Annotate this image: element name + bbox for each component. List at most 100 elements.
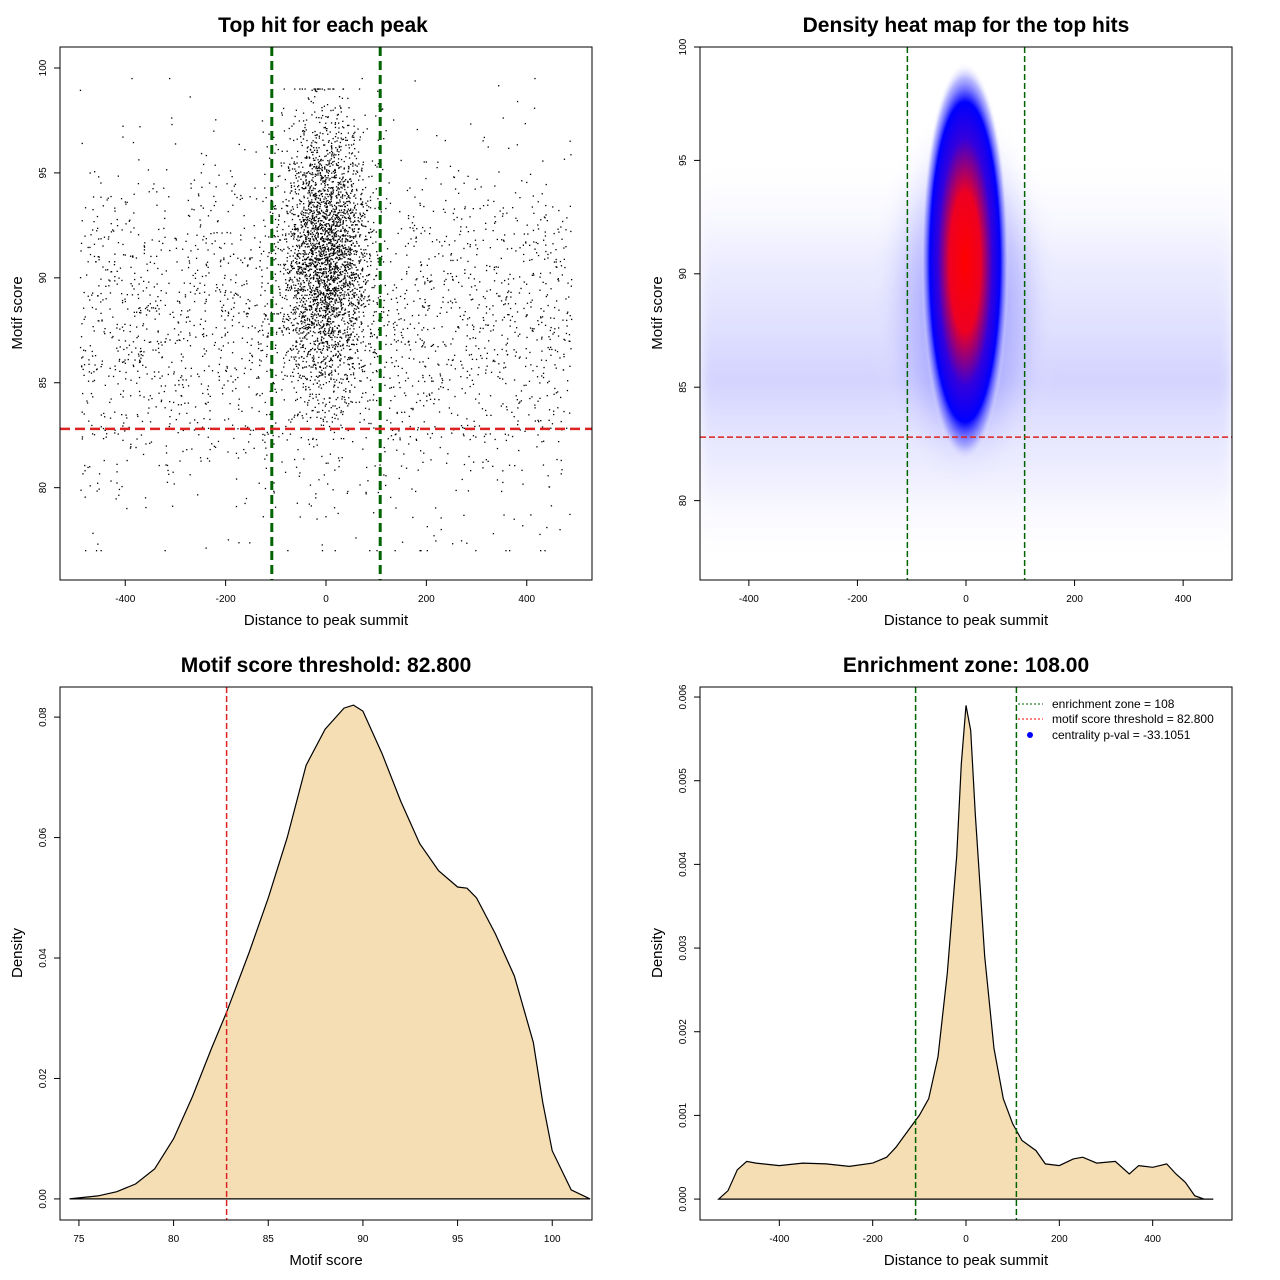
data-point xyxy=(319,168,321,170)
data-point xyxy=(305,268,307,270)
data-point xyxy=(337,343,340,345)
data-point xyxy=(348,339,350,341)
data-point xyxy=(238,398,240,400)
data-point xyxy=(516,311,519,313)
data-point xyxy=(92,532,94,534)
data-point xyxy=(91,294,93,296)
data-point xyxy=(354,312,356,314)
data-point xyxy=(324,184,326,186)
data-point xyxy=(422,361,424,363)
data-point xyxy=(361,270,364,272)
data-point xyxy=(290,182,292,184)
data-point xyxy=(347,292,349,294)
data-point xyxy=(295,228,297,230)
data-point xyxy=(464,208,466,210)
data-point xyxy=(435,540,437,542)
data-point xyxy=(226,367,228,369)
data-point xyxy=(83,364,86,366)
data-point xyxy=(318,348,320,351)
data-point xyxy=(408,266,410,268)
data-point xyxy=(217,220,219,222)
data-point xyxy=(313,194,315,196)
data-point xyxy=(486,264,488,267)
data-point xyxy=(333,153,335,155)
data-point xyxy=(319,199,321,201)
data-point xyxy=(351,273,353,275)
data-point xyxy=(300,266,302,268)
data-point xyxy=(294,168,296,170)
data-point xyxy=(322,230,324,232)
data-point xyxy=(92,380,94,383)
data-point xyxy=(569,412,571,414)
data-point xyxy=(319,217,321,219)
data-point xyxy=(396,349,398,351)
data-point xyxy=(329,335,331,337)
data-point xyxy=(300,332,302,334)
data-point xyxy=(365,225,367,228)
data-point xyxy=(325,341,327,343)
data-point xyxy=(345,191,347,193)
data-point xyxy=(336,240,339,242)
data-point xyxy=(461,364,463,366)
data-point xyxy=(318,343,320,345)
data-point xyxy=(347,124,349,127)
data-point xyxy=(350,192,352,194)
data-point xyxy=(350,324,352,326)
data-point xyxy=(365,493,367,495)
data-point xyxy=(490,414,492,416)
data-point xyxy=(348,253,350,255)
data-point xyxy=(336,140,338,142)
data-point xyxy=(381,255,383,258)
data-point xyxy=(431,432,433,435)
data-point xyxy=(229,170,232,172)
data-point xyxy=(303,327,305,330)
data-point xyxy=(352,163,354,165)
data-point xyxy=(330,275,332,277)
data-point xyxy=(321,369,323,371)
data-point xyxy=(285,238,288,240)
data-point xyxy=(493,200,495,203)
data-point xyxy=(320,224,323,226)
data-point xyxy=(116,225,119,227)
data-point xyxy=(304,261,306,264)
data-point xyxy=(358,302,360,304)
data-point xyxy=(325,200,328,202)
data-point xyxy=(395,507,397,509)
data-point xyxy=(305,366,308,368)
data-point xyxy=(337,188,339,190)
data-point xyxy=(315,364,317,366)
data-point xyxy=(224,310,227,312)
data-point xyxy=(504,303,506,305)
data-point xyxy=(295,109,297,111)
data-point xyxy=(464,206,466,208)
data-point xyxy=(365,235,367,237)
data-point xyxy=(306,333,308,335)
data-point xyxy=(471,358,474,360)
data-point xyxy=(338,194,340,196)
data-point xyxy=(566,389,569,392)
data-point xyxy=(383,376,385,378)
data-point xyxy=(485,369,487,371)
data-point xyxy=(493,280,496,282)
data-point xyxy=(299,278,301,280)
data-point xyxy=(319,205,321,208)
data-point xyxy=(308,262,310,265)
data-point xyxy=(405,394,407,397)
data-point xyxy=(394,550,396,552)
data-point xyxy=(347,339,349,341)
data-point xyxy=(290,264,292,266)
data-point xyxy=(342,247,345,249)
data-point xyxy=(332,489,334,491)
data-point xyxy=(470,299,472,301)
data-point xyxy=(498,363,500,365)
data-point xyxy=(160,385,162,387)
data-point xyxy=(100,312,102,314)
data-point xyxy=(213,253,215,255)
data-point xyxy=(348,337,350,339)
data-point xyxy=(264,173,266,175)
data-point xyxy=(132,364,134,366)
data-point xyxy=(81,438,83,440)
data-point xyxy=(364,349,366,352)
data-point xyxy=(418,314,420,316)
data-point xyxy=(130,379,132,381)
